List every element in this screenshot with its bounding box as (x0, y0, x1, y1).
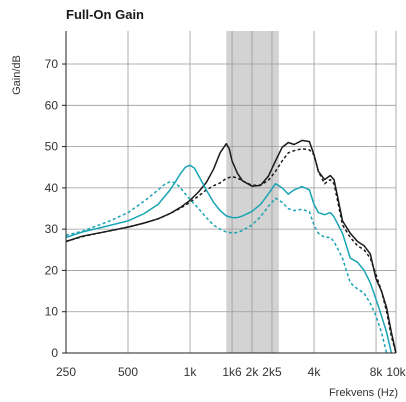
y-tick-label-30: 30 (45, 222, 59, 236)
axis-layer (62, 31, 396, 354)
y-tick-label-40: 40 (45, 181, 59, 195)
x-tick-label-1k: 1k (184, 365, 198, 379)
y-tick-label-60: 60 (45, 98, 59, 112)
shaded-band-layer (226, 31, 279, 353)
shaded-band (226, 31, 279, 353)
y-axis-label: Gain/dB (11, 55, 23, 95)
x-tick-label-2k5: 2k5 (262, 365, 282, 379)
series-line-2 (65, 147, 397, 354)
series-line-4 (65, 180, 388, 354)
y-tick-label-50: 50 (45, 140, 59, 154)
x-tick-label-10k: 10k (386, 365, 406, 379)
x-tick-label-4k: 4k (308, 365, 322, 379)
chart-title: Full-On Gain (66, 7, 144, 22)
x-axis-label: Frekvens (Hz) (329, 387, 398, 399)
x-tick-label-2k: 2k (246, 365, 260, 379)
x-tick-label-1k6: 1k6 (222, 365, 242, 379)
series-line-1 (65, 139, 397, 354)
y-tick-label-70: 70 (45, 57, 59, 71)
series-layer (65, 139, 397, 354)
x-tick-label-8k: 8k (370, 365, 384, 379)
series-line-3 (65, 164, 393, 354)
x-tick-label-250: 250 (56, 365, 76, 379)
y-tick-label-0: 0 (51, 346, 58, 360)
x-tick-label-500: 500 (118, 365, 138, 379)
tick-label-layer: 0 10 20 30 40 50 60 70 250 500 1k 1k6 2k 2k5 4k 8k 10k (45, 57, 406, 379)
y-tick-label-20: 20 (45, 263, 59, 277)
y-tick-label-10: 10 (45, 305, 59, 319)
